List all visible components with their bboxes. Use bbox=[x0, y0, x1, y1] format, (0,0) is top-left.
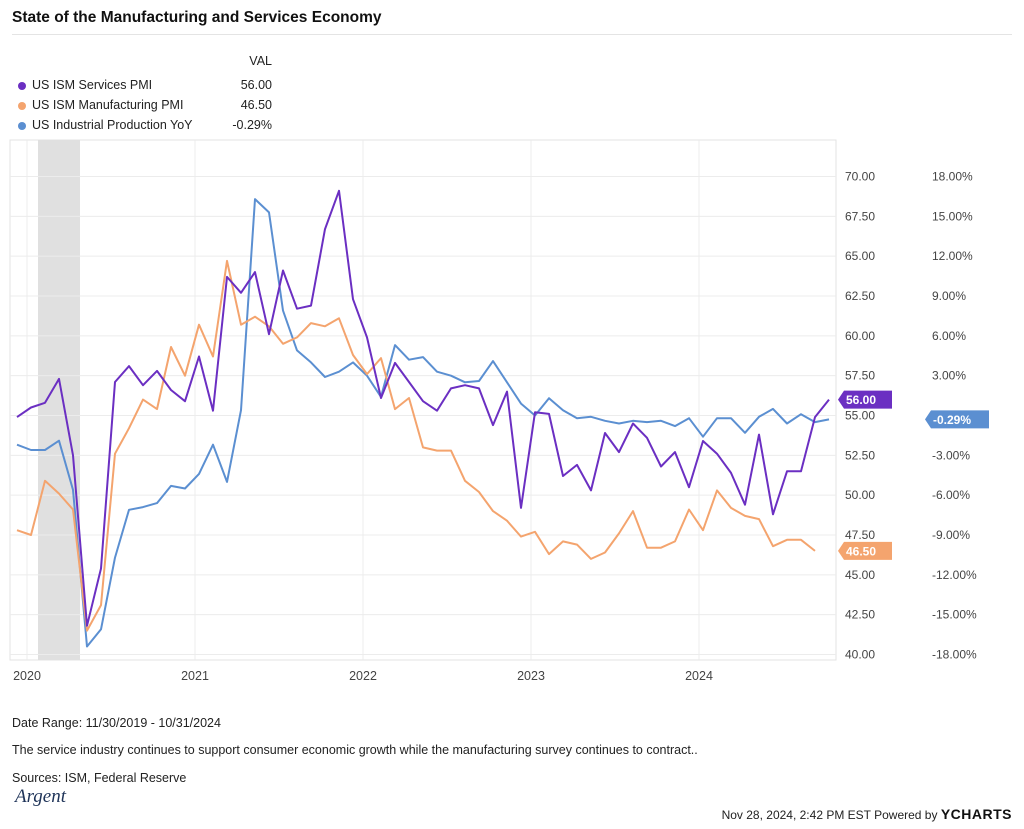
legend-value: 56.00 bbox=[240, 78, 272, 92]
y-left-tick-label: 40.00 bbox=[845, 648, 875, 662]
legend-value-header: VAL bbox=[249, 54, 272, 68]
legend-item-manufacturing[interactable]: US ISM Manufacturing PMI 46.50 bbox=[12, 98, 272, 116]
legend-item-industrial-production[interactable]: US Industrial Production YoY -0.29% bbox=[12, 118, 272, 136]
end-value-tag bbox=[838, 390, 892, 409]
x-tick-label: 2023 bbox=[517, 669, 545, 683]
y-left-tick-label: 70.00 bbox=[845, 170, 875, 184]
y-right-tick-label: -6.00% bbox=[932, 488, 970, 502]
chart-title: State of the Manufacturing and Services … bbox=[12, 9, 382, 26]
legend-label: US Industrial Production YoY bbox=[32, 118, 193, 132]
y-left-tick-label: 62.50 bbox=[845, 289, 875, 303]
x-tick-label: 2021 bbox=[181, 669, 209, 683]
y-left-tick-label: 50.00 bbox=[845, 488, 875, 502]
sources-text: Sources: ISM, Federal Reserve bbox=[12, 771, 187, 785]
y-left-tick-label: 60.00 bbox=[845, 329, 875, 343]
x-tick-label: 2024 bbox=[685, 669, 713, 683]
date-range-text: Date Range: 11/30/2019 - 10/31/2024 bbox=[12, 716, 221, 730]
powered-by-credit: Nov 28, 2024, 2:42 PM EST Powered by YCH… bbox=[722, 806, 1012, 822]
y-right-tick-label: -3.00% bbox=[932, 448, 970, 462]
y-left-tick-label: 57.50 bbox=[845, 369, 875, 383]
timestamp-text: Nov 28, 2024, 2:42 PM EST Powered by bbox=[721, 808, 938, 822]
y-right-tick-label: 9.00% bbox=[932, 289, 966, 303]
recession-shading bbox=[38, 140, 80, 660]
x-tick-label: 2022 bbox=[349, 669, 377, 683]
legend-value: -0.29% bbox=[232, 118, 272, 132]
legend-label: US ISM Services PMI bbox=[32, 78, 153, 92]
y-left-tick-label: 52.50 bbox=[845, 448, 875, 462]
series-line-1 bbox=[16, 259, 816, 632]
y-right-tick-label: 12.00% bbox=[932, 249, 973, 263]
argent-logo: Argent bbox=[15, 786, 67, 807]
y-left-tick-label: 45.00 bbox=[845, 568, 875, 582]
legend-item-services[interactable]: US ISM Services PMI 56.00 bbox=[12, 78, 272, 96]
end-value-label: 46.50 bbox=[846, 544, 876, 558]
chart-note: The service industry continues to suppor… bbox=[12, 743, 698, 757]
end-value-tag bbox=[925, 410, 989, 429]
y-right-tick-label: 6.00% bbox=[932, 329, 966, 343]
y-left-tick-label: 47.50 bbox=[845, 528, 875, 542]
y-right-tick-label: 3.00% bbox=[932, 369, 966, 383]
y-right-tick-label: -12.00% bbox=[932, 568, 977, 582]
legend-marker-manufacturing bbox=[18, 102, 26, 110]
end-value-tag bbox=[838, 541, 892, 560]
y-right-tick-label: 18.00% bbox=[932, 170, 973, 184]
y-left-tick-label: 67.50 bbox=[845, 209, 875, 223]
y-right-tick-label: -9.00% bbox=[932, 528, 970, 542]
y-right-tick-label: -15.00% bbox=[932, 608, 977, 622]
y-left-tick-label: 42.50 bbox=[845, 608, 875, 622]
legend-value: 46.50 bbox=[240, 98, 272, 112]
x-tick-label: 2020 bbox=[13, 669, 41, 683]
end-value-label: 56.00 bbox=[846, 393, 876, 407]
y-right-tick-label: 15.00% bbox=[932, 209, 973, 223]
end-value-label: -0.29% bbox=[933, 413, 971, 427]
series-line-0 bbox=[16, 189, 830, 627]
title-divider bbox=[12, 34, 1012, 35]
y-right-tick-label: -18.00% bbox=[932, 648, 977, 662]
series-line-2 bbox=[16, 198, 830, 648]
y-left-tick-label: 55.00 bbox=[845, 409, 875, 423]
legend-label: US ISM Manufacturing PMI bbox=[32, 98, 184, 112]
y-left-tick-label: 65.00 bbox=[845, 249, 875, 263]
legend-marker-industrial-production bbox=[18, 122, 26, 130]
ycharts-logo: YCHARTS bbox=[940, 806, 1012, 822]
legend-marker-services bbox=[18, 82, 26, 90]
